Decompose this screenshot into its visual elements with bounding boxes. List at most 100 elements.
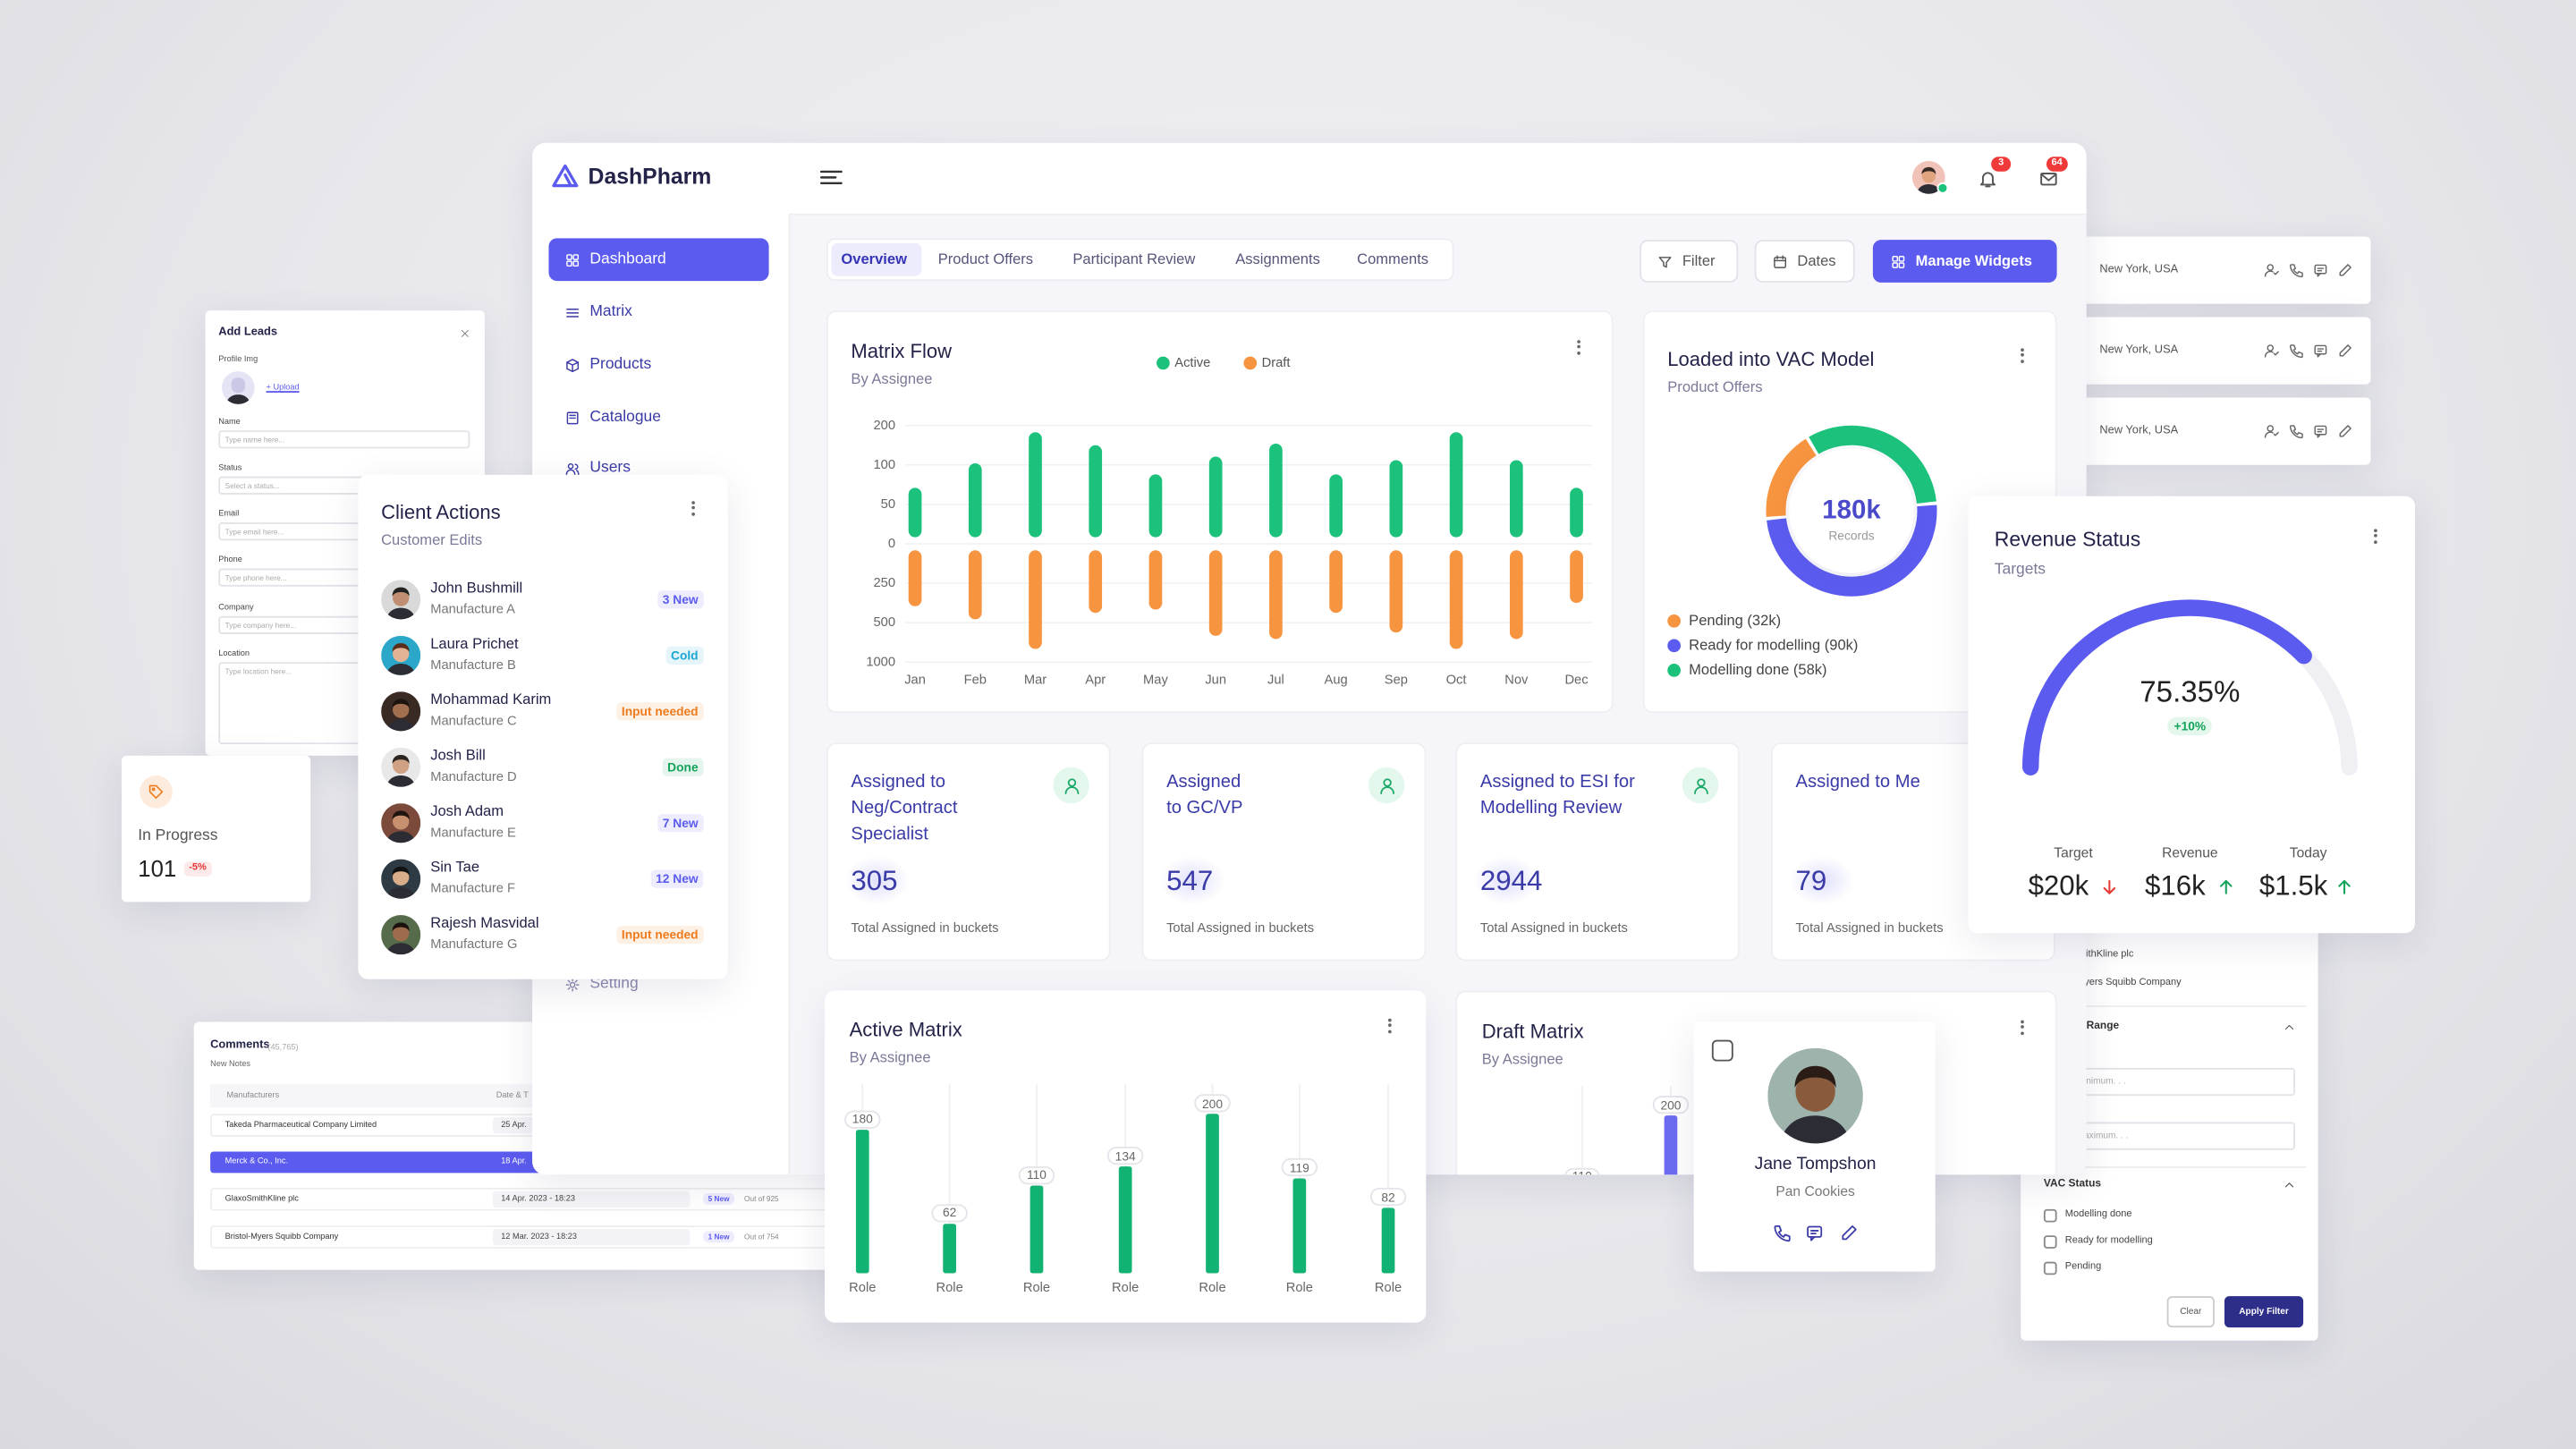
kebab-dot — [2021, 352, 2024, 357]
label: Type location here... — [225, 666, 292, 675]
x-tick-label: Apr — [1085, 672, 1106, 688]
shape — [1891, 255, 1898, 261]
icon — [1979, 172, 1996, 188]
label: 79 — [1795, 865, 1827, 897]
nav-item[interactable]: Catalogue — [589, 408, 661, 427]
label: 25 Apr. — [501, 1120, 527, 1131]
label: Sin Tae — [430, 858, 480, 876]
button[interactable] — [1754, 240, 1855, 283]
bar — [943, 1224, 956, 1274]
shape — [392, 643, 410, 653]
bar — [1509, 550, 1523, 640]
tab[interactable]: Assignments — [1235, 250, 1320, 267]
label: Type phone here... — [225, 572, 287, 581]
shape — [2263, 350, 2278, 357]
label: GlaxoSmithKline plc — [2045, 950, 2134, 961]
icon — [1063, 777, 1079, 794]
nav-item[interactable]: Matrix — [589, 302, 632, 321]
shape — [231, 379, 245, 394]
button[interactable] — [2224, 1296, 2304, 1328]
label: New York, USA — [2099, 344, 2179, 357]
x-tick-label: Jun — [1205, 672, 1227, 688]
icon — [1693, 777, 1707, 794]
data-label: 134 — [1114, 1148, 1136, 1164]
button[interactable] — [2166, 1296, 2215, 1328]
shape — [1063, 785, 1079, 794]
checkbox[interactable] — [2043, 1208, 2057, 1223]
icon — [1806, 1224, 1822, 1241]
nav-item[interactable]: Dashboard — [589, 250, 666, 268]
label: Out of 925 — [744, 1194, 779, 1204]
bar — [1029, 432, 1042, 538]
legend-label: Ready for modelling (90k) — [1689, 636, 1859, 654]
label: Manufacture C — [430, 713, 517, 729]
shape — [2316, 428, 2324, 437]
x-tick-label: Nov — [1504, 672, 1529, 688]
bar — [855, 1130, 869, 1274]
shape — [1773, 1224, 1790, 1241]
y-tick-label: 500 — [873, 614, 896, 630]
divider — [2033, 1166, 2307, 1168]
donut-segment — [1766, 425, 1937, 597]
tab[interactable]: Participant Review — [1072, 250, 1196, 267]
label: Merck & Co., Inc. — [225, 1157, 289, 1167]
chart-area — [1766, 425, 1937, 597]
shape — [1696, 777, 1705, 786]
kebab-dot — [691, 505, 695, 510]
nav-item[interactable]: Setting — [589, 974, 639, 993]
contact-row: New York, USA — [2062, 397, 2371, 465]
label: Minimum. . . — [2076, 1076, 2126, 1087]
icon — [2263, 343, 2278, 357]
checkbox[interactable] — [2043, 1261, 2057, 1275]
shape — [381, 915, 421, 955]
shape — [2040, 173, 2057, 186]
y-tick-label: 0 — [887, 536, 896, 551]
checkbox[interactable] — [1711, 1039, 1733, 1062]
icon — [2313, 343, 2326, 357]
label: DashPharm — [588, 164, 712, 190]
shape — [2313, 343, 2326, 354]
bar — [908, 487, 922, 538]
data-label: 82 — [1381, 1190, 1395, 1205]
x-tick-label: Role — [1022, 1280, 1051, 1295]
button[interactable] — [1640, 240, 1739, 283]
button[interactable] — [1872, 240, 2057, 283]
bar — [1118, 1166, 1132, 1274]
nav-item[interactable]: Products — [589, 355, 652, 374]
checkbox[interactable] — [2043, 1235, 2057, 1249]
shape — [2220, 879, 2233, 894]
shape — [392, 866, 410, 876]
shape — [1773, 256, 1786, 267]
tab[interactable]: Comments — [1357, 250, 1429, 267]
label: Total Assigned in buckets — [1479, 919, 1628, 936]
shape — [1066, 777, 1076, 786]
icon — [565, 253, 579, 267]
bar — [1381, 1208, 1395, 1274]
shape — [1841, 1224, 1856, 1240]
label: New York, USA — [2099, 264, 2179, 276]
bar — [968, 463, 982, 538]
x-tick-label: Role — [1374, 1280, 1402, 1295]
tab[interactable]: Product Offers — [937, 250, 1034, 267]
legend-swatch — [1157, 356, 1170, 370]
label: Out of 754 — [744, 1233, 779, 1241]
shape — [565, 358, 579, 372]
icon — [2040, 173, 2057, 186]
legend-label: Draft — [1261, 355, 1291, 370]
label: 180k — [1822, 496, 1881, 525]
icon — [2284, 1182, 2293, 1187]
kebab-dot — [2021, 1030, 2024, 1035]
nav-item[interactable]: Users — [589, 459, 631, 478]
x-tick-label: Role — [1199, 1280, 1226, 1295]
bar — [1208, 550, 1223, 636]
legend-swatch — [1667, 639, 1681, 653]
kebab-dot — [2021, 359, 2024, 363]
tab[interactable]: Overview — [841, 250, 907, 267]
shape — [392, 925, 410, 942]
y-tick-label: 50 — [880, 496, 896, 512]
data-label: 110 — [1572, 1169, 1592, 1174]
label: Active Matrix — [849, 1018, 962, 1042]
label: Takeda Pharmaceutical Company Limited — [225, 1120, 377, 1131]
value-bubble — [1194, 1094, 1231, 1113]
